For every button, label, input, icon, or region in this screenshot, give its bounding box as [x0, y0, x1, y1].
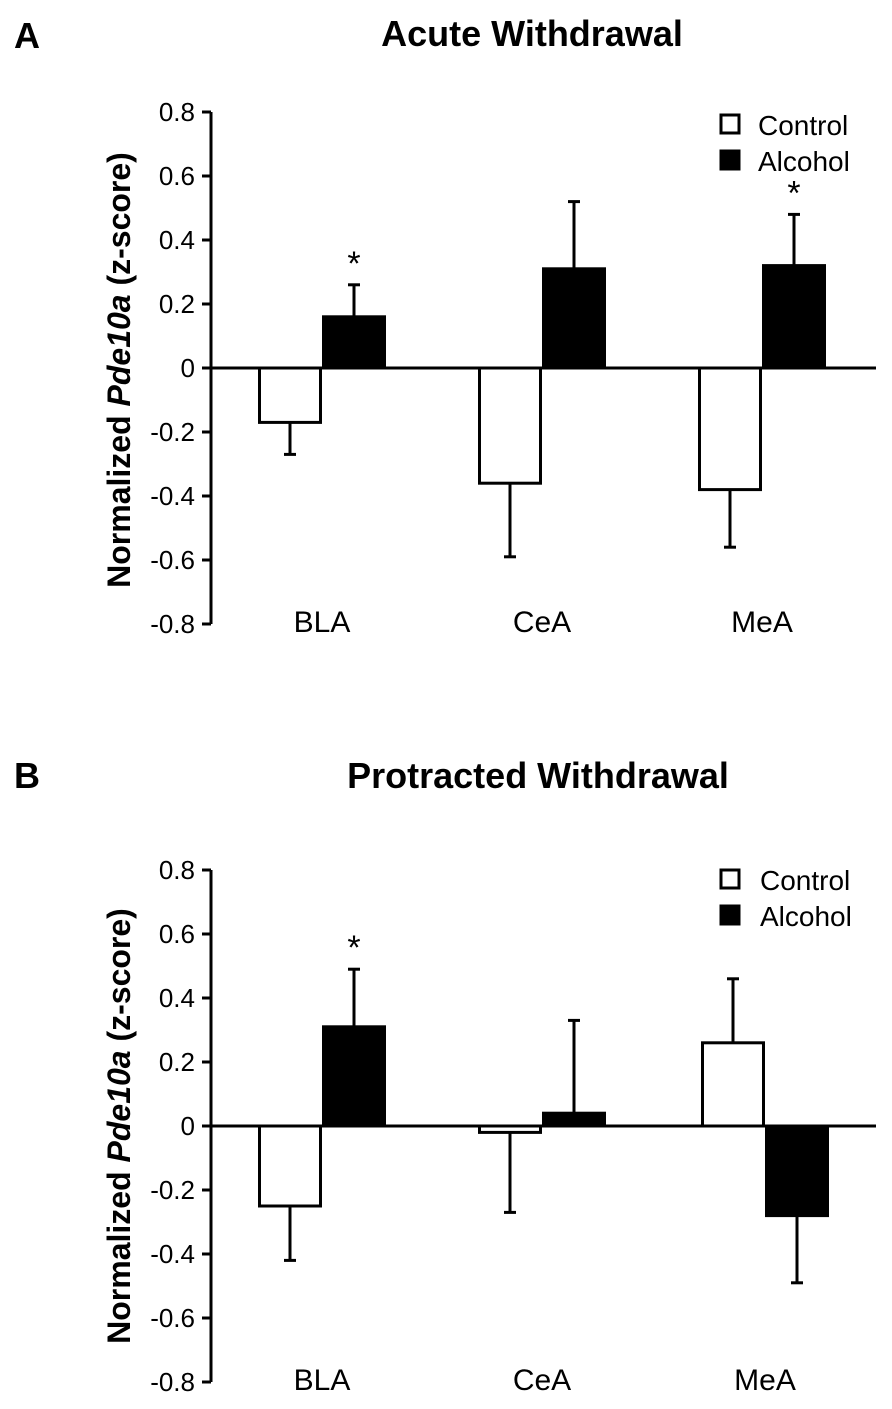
bar-control-cea — [478, 366, 542, 485]
y-tick-label: -0.2 — [150, 417, 195, 447]
bar-alcohol-bla — [322, 315, 386, 370]
y-tick-label: 0.2 — [159, 1047, 195, 1077]
bar-alcohol-mea — [762, 264, 826, 370]
significance-marker: * — [347, 245, 360, 283]
legend-label-control: Control — [760, 865, 850, 896]
y-tick-label: 0.2 — [159, 289, 195, 319]
bar-control-mea — [698, 366, 762, 492]
legend-label-alcohol: Alcohol — [760, 901, 852, 932]
legend-swatch-control — [719, 868, 741, 890]
panel-label: B — [14, 755, 40, 796]
plot-area: 0.8 0.6 0.4 0.2 0 -0.2 -0.4 -0.6 -0.8 BLA CeA MeA * — [150, 855, 876, 1397]
bar-alcohol-cea — [542, 267, 606, 370]
plot-area: 0.8 0.6 0.4 0.2 0 -0.2 -0.4 -0.6 -0.8 BLA CeA MeA * * — [150, 97, 876, 639]
category-label-mea: MeA — [734, 1364, 796, 1397]
panel-a: A Acute Withdrawal Normalized Pde10a (z-… — [14, 13, 876, 639]
bar-control-mea — [701, 1041, 765, 1128]
legend: Control Alcohol — [719, 865, 852, 932]
y-tick-label: 0.4 — [159, 225, 195, 255]
y-tick-label: 0.8 — [159, 97, 195, 127]
legend-swatch-alcohol — [719, 904, 741, 926]
y-tick-label: -0.8 — [150, 609, 195, 639]
bar-alcohol-cea — [542, 1111, 606, 1128]
y-tick-label: -0.6 — [150, 545, 195, 575]
legend-swatch-control — [719, 113, 741, 135]
legend-swatch-alcohol — [719, 149, 741, 171]
legend-label-alcohol: Alcohol — [758, 146, 850, 177]
significance-marker: * — [787, 174, 800, 212]
y-axis-label: Normalized Pde10a (z-score) — [101, 908, 137, 1344]
y-axis-label: Normalized Pde10a (z-score) — [101, 152, 137, 588]
category-label-mea: MeA — [731, 606, 793, 639]
chart-title: Protracted Withdrawal — [347, 755, 729, 796]
y-tick-label: -0.4 — [150, 1239, 195, 1269]
y-tick-label: 0.6 — [159, 919, 195, 949]
category-label-cea: CeA — [513, 1364, 571, 1397]
chart-title: Acute Withdrawal — [381, 13, 683, 54]
bar-control-bla — [258, 1124, 322, 1208]
category-label-bla: BLA — [294, 1364, 351, 1397]
y-tick-label: 0 — [181, 1111, 195, 1141]
category-label-cea: CeA — [513, 606, 571, 639]
panel-b: B Protracted Withdrawal Normalized Pde10… — [14, 755, 876, 1397]
y-tick-label: -0.8 — [150, 1367, 195, 1397]
category-label-bla: BLA — [294, 606, 351, 639]
bar-alcohol-bla — [322, 1025, 386, 1128]
panel-label: A — [14, 15, 40, 56]
y-tick-label: -0.6 — [150, 1303, 195, 1333]
significance-marker: * — [347, 929, 360, 967]
y-tick-label: -0.2 — [150, 1175, 195, 1205]
bar-alcohol-mea — [765, 1124, 829, 1218]
y-tick-label: 0.8 — [159, 855, 195, 885]
y-tick-label: 0.6 — [159, 161, 195, 191]
bar-control-bla — [258, 366, 322, 424]
y-tick-label: 0.4 — [159, 983, 195, 1013]
legend-label-control: Control — [758, 110, 848, 141]
y-tick-label: 0 — [181, 353, 195, 383]
legend: Control Alcohol — [719, 110, 850, 177]
y-tick-label: -0.4 — [150, 481, 195, 511]
